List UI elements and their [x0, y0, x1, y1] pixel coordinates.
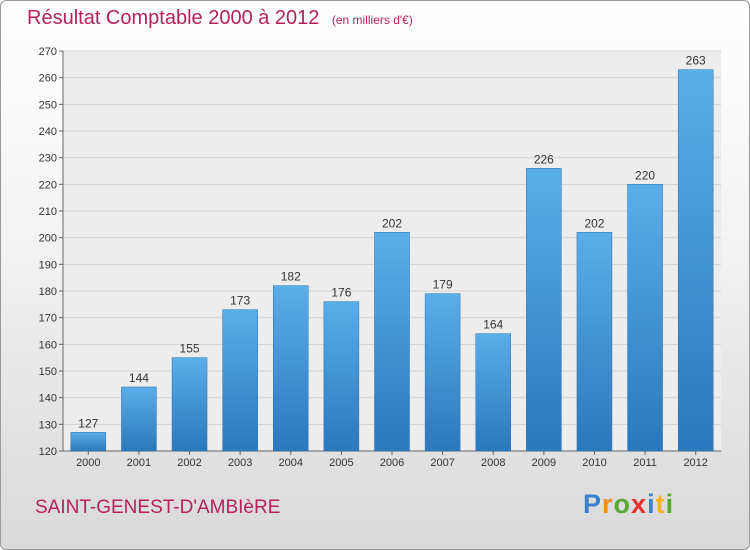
value-label-2003: 173	[230, 294, 250, 308]
chart-title: Résultat Comptable 2000 à 2012	[27, 7, 320, 29]
y-tick-label: 130	[39, 419, 57, 431]
x-tick-label-2007: 2007	[430, 457, 454, 469]
bar-2006	[374, 232, 410, 452]
value-label-2011: 220	[635, 168, 655, 182]
x-tick-label-2012: 2012	[683, 457, 707, 469]
y-tick-label: 210	[39, 206, 57, 218]
value-label-2008: 164	[483, 318, 503, 332]
value-label-2005: 176	[331, 286, 351, 300]
bar-2000	[70, 432, 107, 452]
x-tick-label-2004: 2004	[279, 457, 303, 469]
y-tick-label: 240	[39, 126, 57, 138]
value-label-2009: 226	[534, 152, 554, 166]
y-tick-label: 200	[39, 233, 57, 245]
logo-letter: i	[665, 489, 675, 519]
y-tick-label: 190	[39, 259, 57, 271]
logo-letter: r	[602, 489, 614, 519]
x-tick-label-2011: 2011	[633, 457, 657, 469]
y-tick-label: 140	[39, 393, 57, 405]
value-label-2006: 202	[382, 216, 402, 230]
value-label-2012: 263	[686, 54, 706, 68]
bar-2009	[526, 168, 562, 452]
bar-2010	[576, 232, 613, 452]
x-tick-label-2001: 2001	[127, 457, 151, 469]
y-tick-label: 260	[39, 73, 57, 85]
proxiti-logo: Proxiti	[583, 489, 674, 520]
x-tick-label-2010: 2010	[582, 457, 606, 469]
y-tick-label: 160	[39, 339, 57, 351]
value-label-2004: 182	[281, 270, 301, 284]
value-label-2007: 179	[433, 278, 453, 292]
chart-unit-label: (en milliers d'€)	[331, 13, 413, 27]
x-tick-label-2005: 2005	[329, 457, 353, 469]
bar-2003	[222, 309, 258, 452]
y-tick-label: 150	[39, 366, 57, 378]
town-name: SAINT-GENEST-D'AMBIèRE	[35, 497, 281, 518]
y-tick-label: 120	[39, 446, 57, 458]
bar-2002	[171, 357, 208, 452]
bar-2012	[677, 69, 714, 452]
y-tick-label: 230	[39, 153, 57, 165]
x-tick-label-2003: 2003	[228, 457, 252, 469]
logo-letter: x	[631, 489, 648, 519]
x-tick-label-2008: 2008	[481, 457, 505, 469]
bar-2005	[323, 301, 360, 452]
value-label-2001: 144	[129, 371, 149, 385]
value-labels: 127 144 155 173 182 176 202 179 164 226 202 220 263	[78, 54, 706, 431]
value-label-2000: 127	[78, 416, 98, 430]
logo-letter: i	[647, 489, 656, 519]
value-label-2010: 202	[584, 216, 604, 230]
bars	[70, 69, 714, 452]
bar-2011	[627, 184, 663, 452]
x-tick-label-2009: 2009	[532, 457, 556, 469]
logo-letter: P	[583, 489, 603, 519]
x-tick-label-2006: 2006	[380, 457, 404, 469]
y-tick-label: 250	[39, 99, 57, 111]
y-tick-label: 270	[39, 46, 57, 58]
y-tick-label: 170	[39, 313, 57, 325]
bar-2007	[424, 293, 461, 452]
axes: 120 130 140 150 160 170 180 190 200 210 220 230 240 2…	[39, 46, 721, 469]
logo-letter: t	[655, 489, 666, 519]
x-tick-label-2002: 2002	[177, 457, 201, 469]
y-tick-label: 180	[39, 286, 57, 298]
x-tick-label-2000: 2000	[76, 457, 100, 469]
value-label-2002: 155	[180, 342, 200, 356]
y-tick-label: 220	[39, 179, 57, 191]
bar-2004	[273, 285, 309, 452]
chart-title-row: Résultat Comptable 2000 à 2012 (en milli…	[27, 7, 413, 30]
bar-2008	[475, 333, 511, 452]
logo-letter: o	[613, 489, 632, 519]
bar-2001	[121, 386, 157, 452]
